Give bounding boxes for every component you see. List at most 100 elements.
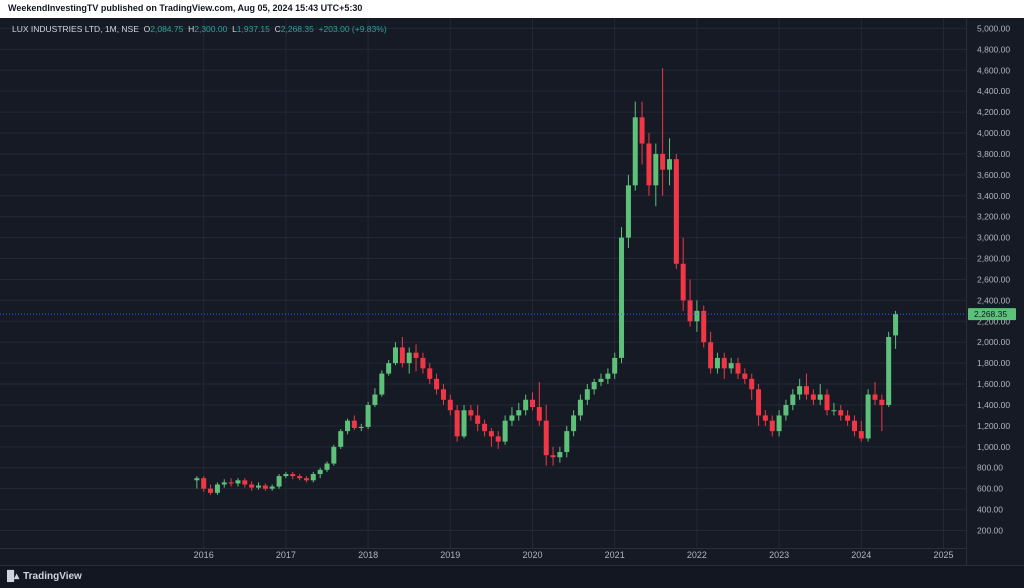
y-tick-label: 3,400.00	[977, 191, 1010, 201]
candle-body	[550, 455, 556, 458]
candle-body	[564, 431, 570, 453]
candle-body	[721, 357, 727, 369]
last-price-label: 2,268.35	[974, 309, 1007, 319]
candle-body	[571, 415, 577, 432]
x-tick-label: 2016	[194, 550, 214, 560]
candle-body	[310, 474, 316, 481]
y-tick-label: 2,400.00	[977, 295, 1010, 305]
candle-body	[269, 486, 275, 489]
candle-body	[214, 484, 220, 493]
candle-body	[810, 394, 816, 400]
x-tick-label: 2021	[605, 550, 625, 560]
candle-body	[338, 431, 344, 447]
candle-body	[694, 310, 700, 322]
candle-body	[872, 394, 878, 400]
candle-body	[365, 404, 371, 427]
candle-body	[434, 378, 440, 390]
candle-body	[653, 153, 659, 186]
candle-body	[886, 336, 892, 405]
candle-body	[256, 485, 262, 488]
candle-body	[557, 452, 563, 458]
candle-body	[708, 342, 714, 369]
candle-body	[461, 410, 467, 437]
candle-body	[687, 300, 693, 322]
y-tick-label: 4,600.00	[977, 65, 1010, 75]
y-tick-label: 5,000.00	[977, 23, 1010, 33]
y-tick-label: 3,600.00	[977, 170, 1010, 180]
candle-body	[235, 480, 241, 484]
candle-body	[797, 386, 803, 395]
candle-body	[208, 488, 214, 493]
candle-body	[317, 469, 323, 475]
candle-body	[749, 378, 755, 390]
y-tick-label: 600.00	[977, 484, 1003, 494]
candle-body	[612, 357, 618, 374]
candle-body	[290, 474, 296, 477]
candle-body	[331, 446, 337, 464]
x-tick-label: 2022	[687, 550, 707, 560]
candle-body	[536, 407, 542, 421]
candle-body	[838, 410, 844, 416]
candle-body	[303, 478, 309, 481]
footer-bar: █▴ TradingView	[0, 565, 1024, 588]
candle-body	[386, 363, 392, 374]
candle-body	[667, 159, 673, 170]
candle-body	[488, 431, 494, 437]
candle-body	[502, 420, 508, 442]
candle-body	[660, 153, 666, 170]
tradingview-logo[interactable]: █▴ TradingView	[7, 571, 82, 582]
candle-body	[577, 399, 583, 416]
candle-body	[399, 347, 405, 364]
candle-body	[851, 420, 857, 432]
candle-body	[632, 117, 638, 186]
candle-body	[762, 415, 768, 421]
change-value: +203.00 (+9.83%)	[318, 24, 387, 34]
candle-body	[742, 373, 748, 379]
candle-body	[523, 399, 529, 411]
x-tick-label: 2018	[358, 550, 378, 560]
candle-body	[673, 159, 679, 264]
open-label: O	[143, 24, 151, 34]
candle-body	[831, 410, 837, 412]
candle-body	[701, 310, 707, 343]
candle-body	[735, 363, 741, 374]
candle-body	[646, 143, 652, 186]
candlestick-chart[interactable]: 200.00 400.00 600.00 800.00 1,000.00 1,200.00…	[0, 18, 1024, 565]
candle-body	[228, 482, 234, 484]
candle-body	[625, 185, 631, 238]
candle-body	[379, 373, 385, 395]
candle-body	[845, 415, 851, 421]
ohlc-legend: LUX INDUSTRIES LTD, 1M, NSE O2,084.75 H2…	[12, 24, 387, 34]
candle-body	[276, 476, 282, 487]
candle-body	[406, 352, 412, 364]
y-tick-label: 4,800.00	[977, 44, 1010, 54]
high-label: H	[188, 24, 195, 34]
high-value: 2,300.00	[194, 24, 228, 34]
candle-body	[482, 423, 488, 432]
candle-body	[262, 485, 268, 489]
y-tick-label: 3,800.00	[977, 149, 1010, 159]
y-tick-label: 3,000.00	[977, 233, 1010, 243]
chart-area[interactable]: 200.00 400.00 600.00 800.00 1,000.00 1,200.00…	[0, 18, 1024, 565]
candle-body	[297, 476, 303, 479]
y-tick-label: 4,000.00	[977, 128, 1010, 138]
x-tick-label: 2025	[933, 550, 953, 560]
y-tick-label: 4,200.00	[977, 107, 1010, 117]
candle-body	[283, 474, 289, 477]
candle-body	[893, 313, 899, 336]
close-value: 2,268.35	[280, 24, 314, 34]
candle-body	[803, 386, 809, 395]
low-label: L	[232, 24, 237, 34]
candle-body	[324, 463, 330, 470]
y-tick-label: 3,200.00	[977, 212, 1010, 222]
candle-body	[242, 480, 248, 485]
candle-body	[543, 420, 549, 456]
candle-body	[714, 357, 720, 369]
candle-body	[427, 368, 433, 379]
candle-body	[769, 420, 775, 432]
candle-body	[447, 399, 453, 411]
candle-body	[420, 357, 426, 369]
candle-body	[201, 478, 207, 489]
y-tick-label: 200.00	[977, 526, 1003, 536]
y-tick-label: 400.00	[977, 505, 1003, 515]
